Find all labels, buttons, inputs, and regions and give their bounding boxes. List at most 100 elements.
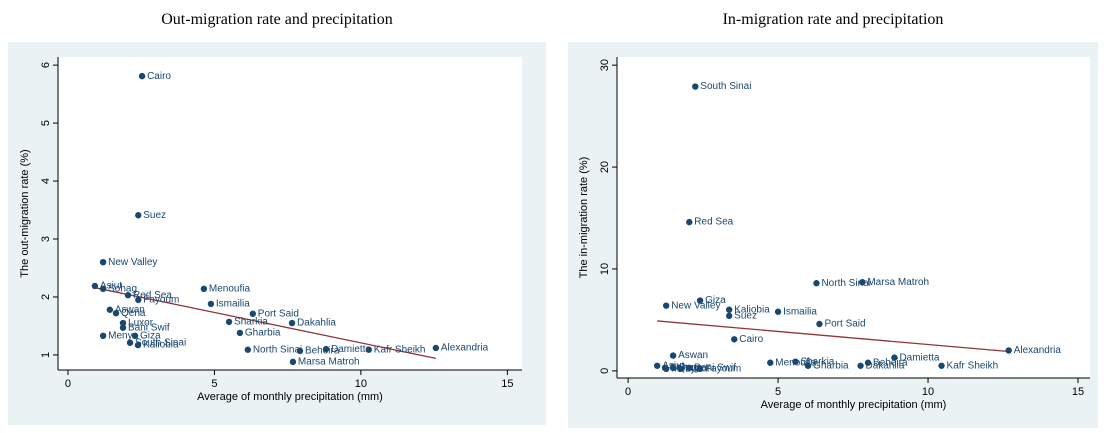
point-label: North Sinai	[821, 278, 870, 289]
point-label: Bani Swif	[128, 322, 170, 333]
point	[225, 318, 233, 326]
y-tick-label: 10	[599, 263, 611, 275]
point	[119, 324, 127, 331]
point-label: Alexandria	[441, 343, 489, 354]
point	[249, 310, 256, 317]
point	[244, 346, 252, 353]
point-label: South Sinai	[135, 337, 186, 348]
point-label: New Valley	[671, 300, 720, 311]
point-label: Cairo	[739, 334, 763, 345]
point	[135, 212, 142, 219]
point	[200, 285, 208, 293]
point	[725, 306, 733, 313]
point	[696, 297, 704, 304]
point-label: Alexandria	[1014, 345, 1062, 356]
point	[686, 364, 693, 372]
point-label: Beheira	[873, 357, 908, 368]
point-label: New Valley	[108, 257, 157, 268]
chart-title: Out-migration rate and precipitation	[161, 11, 392, 28]
y-axis-label: The in-migration rate (%)	[578, 157, 590, 279]
plot-area	[58, 57, 522, 370]
x-axis-label: Average of monthly precipitation (mm)	[197, 391, 383, 403]
point-label: Sohag	[670, 362, 699, 373]
point	[365, 346, 372, 353]
point	[99, 332, 107, 340]
x-tick-label: 10	[355, 378, 367, 390]
point	[134, 341, 142, 349]
y-tick-label: 30	[599, 59, 611, 71]
x-tick-label: 5	[775, 386, 781, 398]
point-label: North Sinai	[253, 344, 302, 355]
point-label: Dakahlia	[297, 318, 336, 329]
point	[99, 285, 107, 293]
point	[124, 292, 132, 299]
point-label: Menoufia	[209, 283, 251, 294]
point	[774, 308, 782, 315]
point-label: Kafr Sheikh	[374, 344, 426, 355]
y-tick-label: 6	[40, 62, 52, 68]
point	[119, 319, 127, 327]
point-label: Menya	[108, 330, 138, 341]
y-tick-label: 0	[599, 368, 611, 374]
x-tick-label: 15	[501, 378, 513, 390]
point	[207, 300, 215, 308]
y-tick-label: 2	[40, 294, 52, 300]
point-label: Suez	[734, 310, 757, 321]
point	[106, 306, 114, 313]
point-label: Sharkia	[234, 317, 268, 328]
x-tick-label: 15	[1072, 386, 1084, 398]
y-axis-label: The out-migration rate (%)	[19, 149, 31, 277]
point	[669, 352, 677, 359]
point-label: Gharbia	[245, 328, 281, 339]
point-label: Fayoum	[705, 363, 741, 374]
point-label: South Sinai	[700, 81, 751, 92]
point	[236, 329, 244, 337]
point	[804, 362, 812, 369]
point-label: Giza	[140, 330, 161, 341]
point	[296, 347, 304, 355]
point	[669, 364, 677, 372]
chart-title: In-migration rate and precipitation	[723, 11, 944, 28]
point	[653, 362, 661, 369]
point-label: Fayoum	[143, 295, 179, 306]
point	[696, 365, 704, 373]
point	[662, 365, 670, 373]
x-tick-label: 5	[211, 378, 217, 390]
point-label: Giza	[705, 295, 726, 306]
point	[91, 282, 99, 290]
point	[938, 362, 945, 369]
point	[112, 309, 120, 317]
point-label: Kaliobia	[734, 304, 770, 315]
y-tick-label: 1	[40, 352, 52, 358]
point	[731, 336, 738, 343]
point	[432, 344, 440, 352]
point-label: Red Sea	[694, 217, 733, 228]
point-label: Damietta	[899, 352, 939, 363]
point-label: Suez	[143, 210, 166, 221]
point	[135, 296, 142, 304]
point	[288, 319, 296, 327]
point-label: Kaliobia	[143, 340, 179, 351]
fit-line	[94, 287, 437, 360]
point	[813, 280, 820, 287]
fit-line	[657, 320, 1009, 353]
point-label: Beheira	[305, 346, 340, 357]
x-axis-label: Average of monthly precipitation (mm)	[761, 399, 947, 411]
point-label: Aswan	[678, 350, 708, 361]
point	[859, 279, 866, 286]
point	[725, 312, 733, 320]
point-label: Aswan	[115, 304, 145, 315]
point	[662, 302, 670, 309]
point-label: Kafr Sheikh	[947, 360, 999, 371]
x-tick-label: 0	[65, 378, 71, 390]
point	[816, 320, 823, 328]
point-label: Marsa Matroh	[867, 277, 929, 288]
point-label: Ismailia	[783, 306, 817, 317]
point	[289, 358, 297, 366]
y-tick-label: 5	[40, 120, 52, 126]
point	[792, 358, 799, 365]
point	[322, 345, 330, 353]
point	[138, 72, 146, 80]
x-tick-label: 0	[625, 386, 631, 398]
point-label: Cairo	[147, 71, 171, 82]
